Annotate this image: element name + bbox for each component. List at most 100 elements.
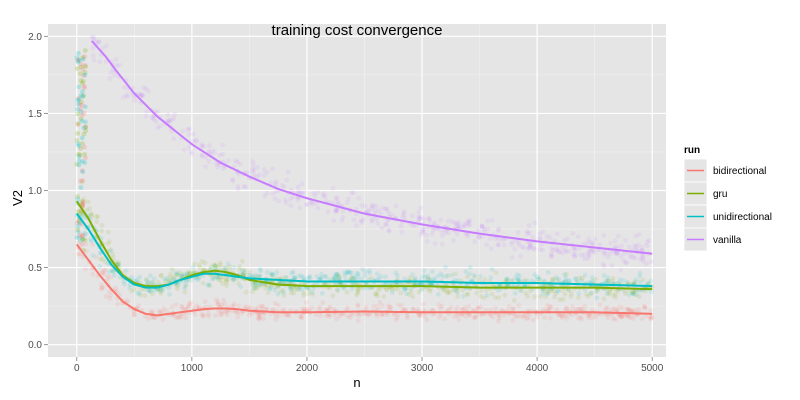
data-point-vanilla bbox=[532, 220, 538, 226]
data-point-unidirectional bbox=[75, 229, 81, 235]
data-point-unidirectional bbox=[516, 277, 521, 283]
data-point-vanilla bbox=[424, 233, 430, 238]
data-point-unidirectional bbox=[251, 285, 257, 291]
data-point-gru bbox=[610, 292, 616, 298]
data-point-vanilla bbox=[418, 215, 424, 220]
y-tick-label: 2.0 bbox=[28, 32, 42, 43]
data-point-unidirectional bbox=[174, 271, 180, 277]
data-point-bidirectional bbox=[222, 301, 227, 306]
data-point-bidirectional bbox=[100, 285, 106, 290]
data-point-gru bbox=[640, 277, 646, 283]
data-point-gru bbox=[588, 290, 594, 296]
data-point-vanilla bbox=[559, 245, 565, 251]
data-point-unidirectional bbox=[269, 271, 274, 277]
data-point-gru bbox=[337, 276, 342, 281]
data-point-unidirectional bbox=[566, 278, 572, 284]
data-point-gru bbox=[158, 288, 164, 294]
data-point-gru bbox=[541, 288, 546, 294]
data-point-bidirectional bbox=[327, 304, 333, 310]
data-point-gru bbox=[504, 278, 509, 284]
data-point-vanilla bbox=[295, 184, 301, 190]
data-point-unidirectional bbox=[77, 58, 82, 64]
data-point-unidirectional bbox=[323, 274, 329, 280]
data-point-unidirectional bbox=[250, 281, 255, 286]
data-point-vanilla bbox=[420, 229, 426, 235]
data-point-bidirectional bbox=[400, 307, 406, 313]
data-point-vanilla bbox=[564, 236, 570, 241]
data-point-vanilla bbox=[417, 216, 423, 221]
data-point-unidirectional bbox=[630, 291, 635, 296]
data-point-bidirectional bbox=[179, 304, 185, 309]
data-point-vanilla bbox=[383, 206, 389, 212]
data-point-gru bbox=[76, 151, 81, 157]
data-point-bidirectional bbox=[173, 315, 179, 321]
data-point-unidirectional bbox=[252, 272, 258, 278]
data-point-bidirectional bbox=[576, 315, 581, 321]
data-point-bidirectional bbox=[456, 317, 462, 323]
data-point-gru bbox=[613, 295, 618, 300]
data-point-vanilla bbox=[525, 231, 531, 237]
data-point-unidirectional bbox=[566, 279, 572, 284]
data-point-vanilla bbox=[618, 253, 624, 259]
data-point-gru bbox=[410, 294, 416, 300]
data-point-gru bbox=[552, 294, 557, 300]
data-point-bidirectional bbox=[255, 315, 261, 321]
data-point-gru bbox=[105, 229, 111, 235]
data-point-vanilla bbox=[576, 245, 582, 251]
data-point-bidirectional bbox=[559, 313, 565, 319]
data-point-unidirectional bbox=[341, 286, 347, 292]
data-point-bidirectional bbox=[257, 313, 263, 319]
data-point-gru bbox=[559, 287, 565, 293]
data-point-gru bbox=[295, 287, 300, 292]
data-point-bidirectional bbox=[231, 303, 237, 309]
y-tick-label: 1.0 bbox=[28, 186, 42, 197]
data-point-gru bbox=[553, 291, 559, 297]
data-point-unidirectional bbox=[505, 282, 510, 288]
data-point-unidirectional bbox=[422, 274, 428, 280]
data-point-unidirectional bbox=[74, 235, 80, 240]
data-point-vanilla bbox=[467, 218, 473, 223]
data-point-bidirectional bbox=[113, 285, 119, 291]
data-point-vanilla bbox=[273, 181, 279, 187]
data-point-bidirectional bbox=[273, 312, 278, 318]
data-point-unidirectional bbox=[383, 274, 389, 280]
data-point-gru bbox=[447, 289, 453, 295]
data-point-vanilla bbox=[481, 226, 487, 232]
data-point-vanilla bbox=[639, 253, 644, 259]
data-point-unidirectional bbox=[287, 285, 293, 291]
data-point-vanilla bbox=[333, 196, 339, 202]
data-point-bidirectional bbox=[326, 313, 332, 319]
data-point-unidirectional bbox=[376, 276, 382, 282]
data-point-vanilla bbox=[456, 219, 462, 225]
data-point-gru bbox=[105, 241, 111, 247]
legend: run bidirectional gru unidirectional vanill… bbox=[683, 145, 772, 252]
data-point-vanilla bbox=[487, 236, 493, 241]
data-point-gru bbox=[138, 286, 144, 292]
data-point-unidirectional bbox=[419, 281, 425, 287]
data-point-gru bbox=[525, 293, 530, 299]
data-point-unidirectional bbox=[80, 56, 86, 62]
data-point-unidirectional bbox=[579, 278, 584, 284]
data-point-vanilla bbox=[321, 191, 327, 196]
data-point-gru bbox=[242, 267, 247, 273]
data-point-gru bbox=[496, 295, 502, 300]
data-point-bidirectional bbox=[78, 106, 83, 112]
data-point-bidirectional bbox=[564, 305, 569, 311]
data-point-gru bbox=[406, 292, 412, 297]
data-point-vanilla bbox=[479, 223, 485, 229]
data-point-gru bbox=[131, 287, 137, 292]
data-point-gru bbox=[330, 275, 336, 281]
data-point-gru bbox=[445, 273, 451, 278]
data-point-bidirectional bbox=[304, 306, 310, 312]
data-point-vanilla bbox=[614, 251, 620, 256]
data-point-bidirectional bbox=[169, 304, 175, 310]
data-point-vanilla bbox=[456, 223, 462, 229]
data-point-bidirectional bbox=[620, 314, 626, 319]
x-tick-label: 1000 bbox=[181, 363, 204, 374]
data-point-bidirectional bbox=[82, 144, 87, 150]
data-point-vanilla bbox=[582, 256, 587, 262]
data-point-bidirectional bbox=[183, 315, 188, 321]
data-point-vanilla bbox=[256, 172, 262, 178]
data-point-gru bbox=[511, 297, 517, 303]
data-point-vanilla bbox=[199, 144, 205, 149]
